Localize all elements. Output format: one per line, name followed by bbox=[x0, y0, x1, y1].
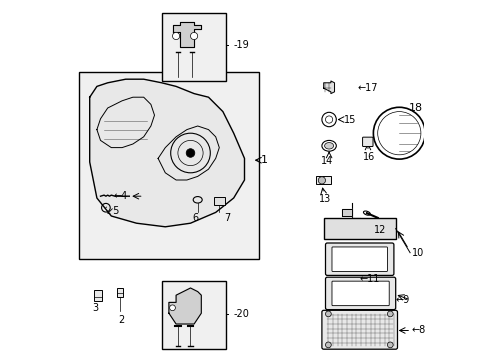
Polygon shape bbox=[323, 81, 334, 94]
Text: 18: 18 bbox=[407, 103, 422, 113]
FancyBboxPatch shape bbox=[213, 197, 224, 205]
Ellipse shape bbox=[324, 143, 333, 149]
Circle shape bbox=[190, 32, 197, 40]
Text: 2: 2 bbox=[118, 315, 124, 325]
Text: ←4: ←4 bbox=[113, 191, 127, 201]
Circle shape bbox=[172, 32, 179, 40]
Text: -20: -20 bbox=[233, 309, 249, 319]
Text: 1: 1 bbox=[260, 155, 267, 165]
Text: 7: 7 bbox=[224, 213, 230, 223]
FancyBboxPatch shape bbox=[331, 247, 386, 271]
Polygon shape bbox=[341, 209, 352, 216]
Polygon shape bbox=[89, 79, 244, 227]
FancyBboxPatch shape bbox=[321, 310, 397, 349]
FancyBboxPatch shape bbox=[79, 72, 258, 259]
Text: 10: 10 bbox=[411, 248, 423, 258]
FancyBboxPatch shape bbox=[117, 288, 123, 297]
Circle shape bbox=[386, 311, 392, 317]
Circle shape bbox=[169, 305, 175, 311]
FancyBboxPatch shape bbox=[94, 290, 102, 301]
FancyBboxPatch shape bbox=[325, 277, 395, 310]
Text: 13: 13 bbox=[319, 194, 331, 204]
Text: 14: 14 bbox=[321, 156, 333, 166]
Text: -19: -19 bbox=[233, 40, 249, 50]
Text: 6: 6 bbox=[192, 213, 199, 223]
Text: 15: 15 bbox=[343, 114, 355, 125]
FancyBboxPatch shape bbox=[162, 281, 226, 349]
FancyBboxPatch shape bbox=[323, 218, 395, 239]
FancyBboxPatch shape bbox=[162, 13, 226, 81]
Text: 3: 3 bbox=[93, 303, 99, 313]
Circle shape bbox=[318, 177, 325, 184]
Polygon shape bbox=[172, 22, 201, 47]
FancyBboxPatch shape bbox=[362, 137, 372, 147]
Text: 16: 16 bbox=[362, 152, 374, 162]
Text: ↙5: ↙5 bbox=[106, 206, 120, 216]
FancyBboxPatch shape bbox=[331, 281, 388, 306]
FancyBboxPatch shape bbox=[316, 176, 330, 184]
Circle shape bbox=[325, 342, 330, 348]
Text: 12: 12 bbox=[374, 225, 386, 235]
Text: ←9: ←9 bbox=[395, 294, 409, 305]
Text: ←17: ←17 bbox=[356, 83, 377, 93]
Text: ←11: ←11 bbox=[358, 274, 379, 284]
Circle shape bbox=[186, 149, 194, 157]
Text: ←8: ←8 bbox=[411, 325, 425, 336]
FancyBboxPatch shape bbox=[325, 243, 393, 275]
Circle shape bbox=[325, 311, 330, 317]
Polygon shape bbox=[168, 288, 201, 324]
Circle shape bbox=[386, 342, 392, 348]
